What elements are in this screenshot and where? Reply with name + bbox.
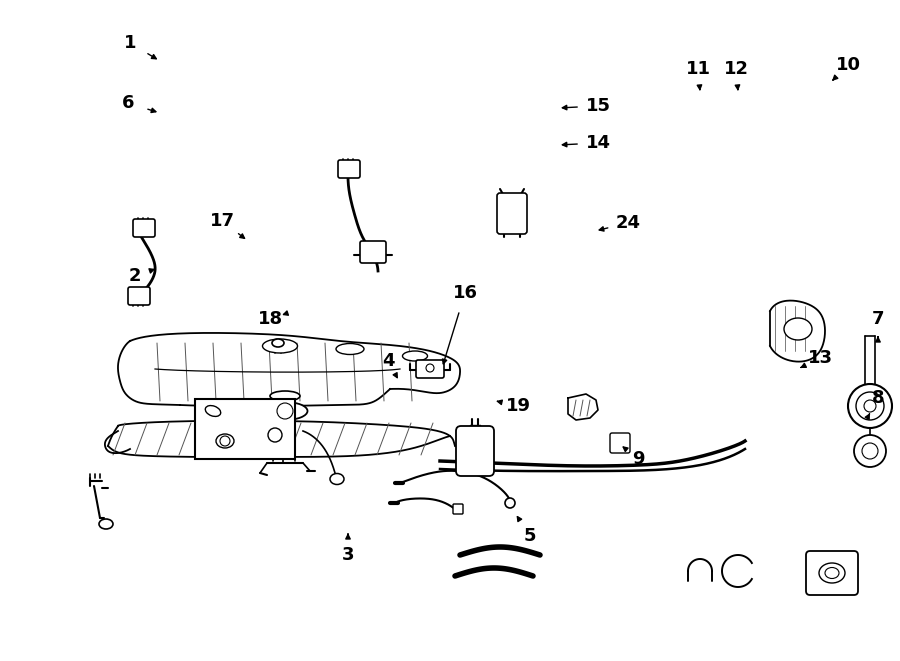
Ellipse shape xyxy=(784,318,812,340)
Ellipse shape xyxy=(272,339,284,347)
Ellipse shape xyxy=(402,351,428,361)
Text: 5: 5 xyxy=(524,527,536,545)
Circle shape xyxy=(268,428,282,442)
Bar xyxy=(195,399,295,459)
Ellipse shape xyxy=(819,563,845,583)
Ellipse shape xyxy=(330,473,344,485)
FancyBboxPatch shape xyxy=(497,193,527,234)
Circle shape xyxy=(505,498,515,508)
Text: 10: 10 xyxy=(835,56,860,74)
Circle shape xyxy=(277,403,293,419)
Text: 1: 1 xyxy=(124,34,136,52)
Text: 17: 17 xyxy=(210,212,235,230)
Ellipse shape xyxy=(336,344,364,354)
Text: 8: 8 xyxy=(872,389,885,407)
Ellipse shape xyxy=(270,391,300,401)
Text: 4: 4 xyxy=(382,352,394,370)
Text: 3: 3 xyxy=(342,546,355,564)
Text: 11: 11 xyxy=(686,60,710,78)
FancyBboxPatch shape xyxy=(360,241,386,263)
Text: 7: 7 xyxy=(872,310,884,328)
Circle shape xyxy=(848,384,892,428)
FancyBboxPatch shape xyxy=(453,504,463,514)
Circle shape xyxy=(426,364,434,372)
FancyBboxPatch shape xyxy=(806,551,858,595)
Circle shape xyxy=(856,392,884,420)
Text: 9: 9 xyxy=(632,450,644,468)
FancyBboxPatch shape xyxy=(133,219,155,237)
Text: 19: 19 xyxy=(506,397,530,415)
Circle shape xyxy=(862,443,878,459)
Text: 18: 18 xyxy=(257,310,283,328)
Ellipse shape xyxy=(99,519,113,529)
Text: 16: 16 xyxy=(453,284,478,302)
Text: 2: 2 xyxy=(129,267,141,285)
Circle shape xyxy=(864,400,876,412)
Text: 15: 15 xyxy=(586,97,610,115)
FancyBboxPatch shape xyxy=(416,360,444,378)
Text: 14: 14 xyxy=(586,134,610,152)
FancyBboxPatch shape xyxy=(610,433,630,453)
Ellipse shape xyxy=(216,434,234,448)
Circle shape xyxy=(220,436,230,446)
Ellipse shape xyxy=(205,406,220,416)
Text: 6: 6 xyxy=(122,94,134,112)
Circle shape xyxy=(854,435,886,467)
FancyBboxPatch shape xyxy=(128,287,150,305)
Ellipse shape xyxy=(825,568,839,578)
Text: 24: 24 xyxy=(616,214,641,232)
FancyBboxPatch shape xyxy=(456,426,494,476)
FancyBboxPatch shape xyxy=(338,160,360,178)
Ellipse shape xyxy=(263,339,298,353)
Ellipse shape xyxy=(263,402,308,420)
Text: 13: 13 xyxy=(807,349,833,367)
Text: 12: 12 xyxy=(724,60,749,78)
